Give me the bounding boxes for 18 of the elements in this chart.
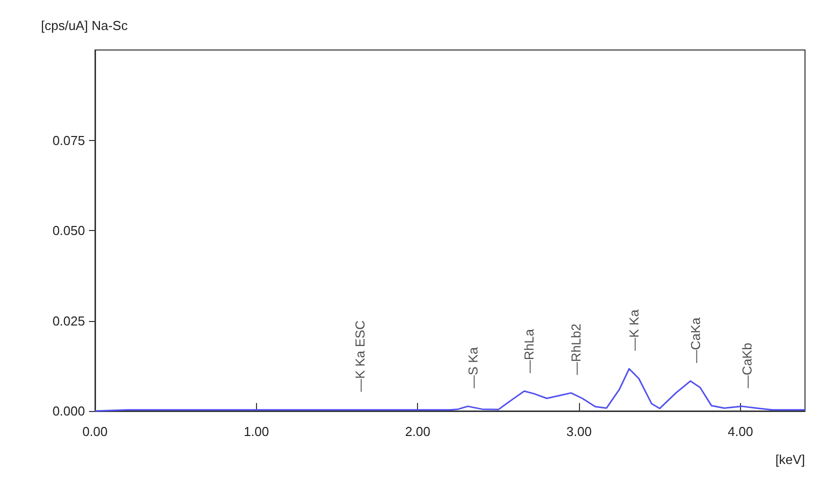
x-tick-label: 2.00: [405, 424, 430, 439]
annotation: —RhLa: [522, 328, 537, 374]
x-tick-label: 3.00: [566, 424, 592, 439]
annotation: —K Ka: [626, 308, 642, 351]
x-tick-label: 1.00: [244, 424, 270, 439]
x-tick-label: 0.00: [82, 424, 108, 439]
y-tick-label: 0.050: [52, 223, 85, 238]
annotation: —CaKa: [688, 316, 703, 364]
annotation: —RhLb2: [568, 324, 584, 375]
annotation: —K Ka ESC: [352, 320, 368, 392]
x-tick-label: 4.00: [728, 424, 754, 439]
y-tick-label: 0.025: [52, 313, 85, 328]
annotation: —CaKb: [740, 342, 755, 388]
x-axis-title: [keV]: [775, 452, 805, 467]
annotation: —S Ka: [465, 346, 480, 388]
chart-title: [cps/uA] Na-Sc: [41, 18, 128, 33]
y-tick-label: 0.000: [52, 404, 85, 418]
y-tick-label: 0.075: [52, 132, 85, 148]
